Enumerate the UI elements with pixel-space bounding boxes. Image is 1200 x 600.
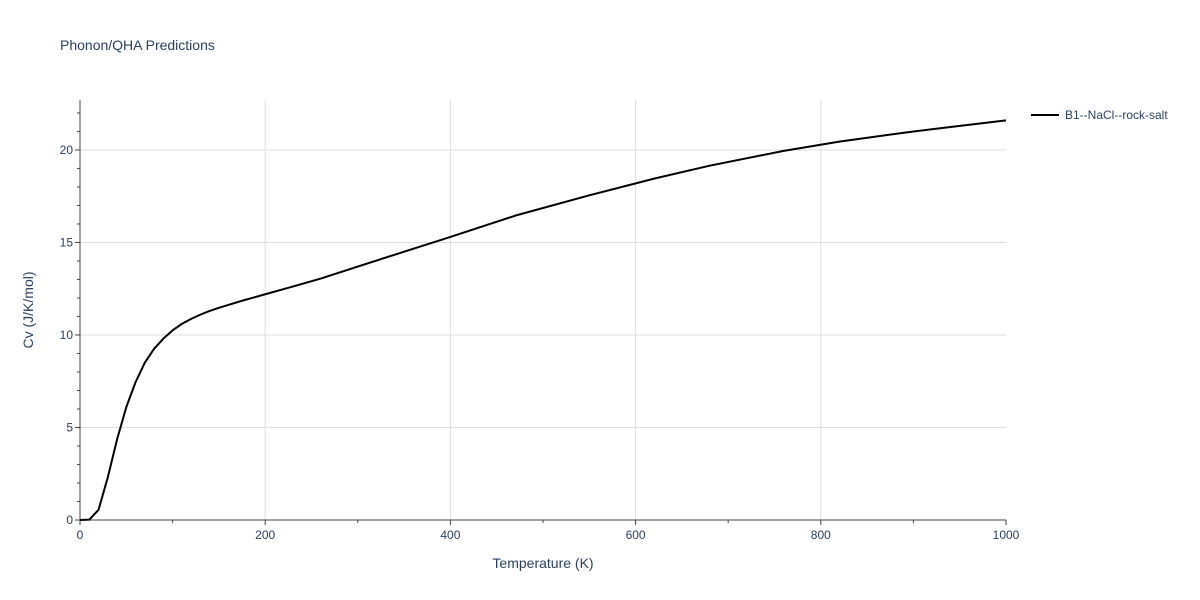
series-layer	[79, 119, 1007, 521]
x-tick-label: 800	[811, 528, 831, 542]
x-tick-label: 400	[440, 528, 460, 542]
x-tick-label: 200	[255, 528, 275, 542]
x-axis-label: Temperature (K)	[492, 555, 593, 571]
x-tick-label: 600	[626, 528, 646, 542]
grid	[80, 100, 1006, 520]
x-tick-label: 0	[77, 528, 84, 542]
legend[interactable]: B1--NaCl--rock-salt	[1031, 108, 1168, 122]
axes	[75, 100, 1007, 525]
y-tick-label: 15	[60, 235, 74, 249]
x-tick-label: 1000	[993, 528, 1020, 542]
y-tick-label: 5	[66, 420, 73, 434]
chart-title: Phonon/QHA Predictions	[60, 37, 215, 53]
y-tick-label: 20	[60, 143, 74, 157]
tick-labels: 0 200 400 600 800 1000 0 5 10 15 20	[60, 143, 1020, 542]
legend-label: B1--NaCl--rock-salt	[1065, 108, 1168, 122]
y-tick-label: 0	[66, 513, 73, 527]
y-tick-label: 10	[60, 328, 74, 342]
series-line	[79, 119, 1007, 521]
y-axis-label: Cv (J/K/mol)	[20, 272, 36, 349]
